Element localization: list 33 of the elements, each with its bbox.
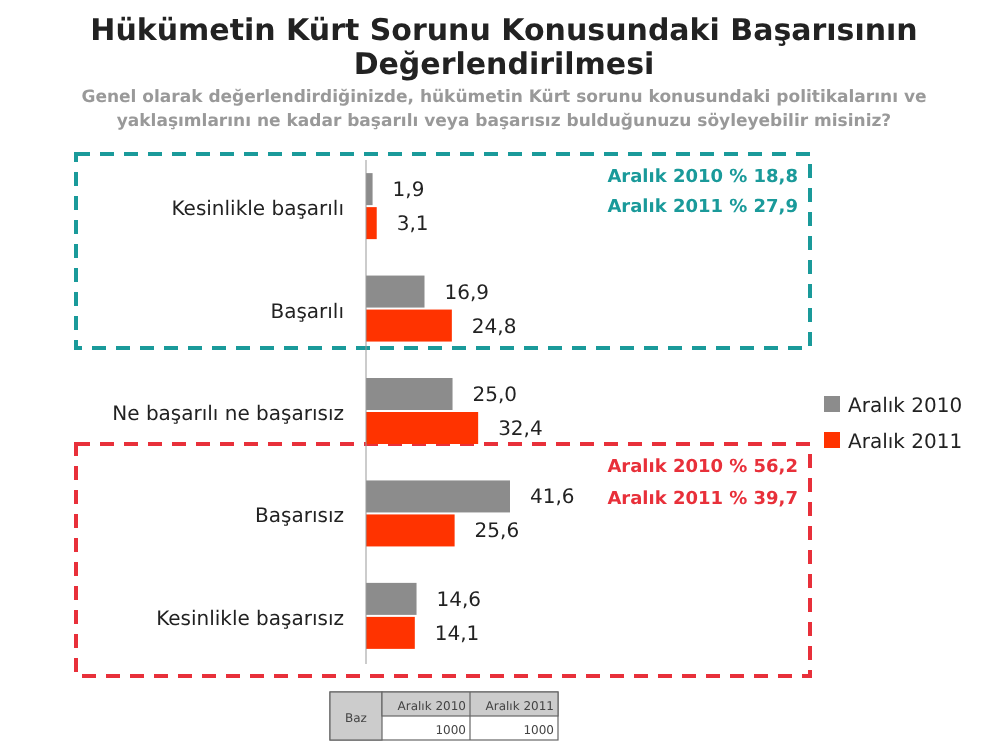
text: Aralık 2011 % 27,9 bbox=[607, 198, 798, 218]
y-tick-label: Başarısız bbox=[255, 506, 344, 529]
bar bbox=[366, 378, 453, 410]
legend-label: Aralık 2011 bbox=[848, 432, 963, 454]
data-label: 3,1 bbox=[396, 214, 429, 237]
bar bbox=[366, 275, 425, 308]
chart-title: Hükümetin Kürt Sorunu Konusundaki Başarısının Değerlendirilmesi bbox=[90, 12, 918, 82]
bar bbox=[366, 480, 510, 513]
data-label: 14,6 bbox=[436, 589, 482, 612]
bar bbox=[366, 207, 377, 240]
y-tick-label: Ne başarılı ne başarısız bbox=[112, 404, 344, 426]
data-label: 25,0 bbox=[472, 385, 518, 407]
data-label: 25,6 bbox=[474, 521, 520, 544]
y-tick-label: Kesinlikle başarılı bbox=[171, 199, 344, 222]
bar bbox=[366, 412, 479, 444]
text: Aralık 2010 % 56,2 bbox=[607, 458, 798, 478]
bar bbox=[366, 514, 455, 547]
data-label: 16,9 bbox=[444, 282, 490, 305]
data-label: 14,1 bbox=[434, 623, 480, 646]
text: Aralık 2011 % 39,7 bbox=[607, 490, 798, 510]
data-label: 24,8 bbox=[471, 316, 517, 339]
bar bbox=[366, 309, 452, 342]
bar bbox=[366, 173, 373, 206]
legend-label: Aralık 2010 bbox=[848, 396, 963, 418]
data-label: 32,4 bbox=[498, 419, 543, 441]
bar bbox=[366, 616, 415, 649]
bar bbox=[366, 582, 417, 615]
y-tick-label: Kesinlikle başarısız bbox=[156, 608, 344, 631]
data-label: 41,6 bbox=[530, 487, 575, 510]
y-tick-label: Başarılı bbox=[270, 301, 344, 324]
chart-subtitle: Genel olarak değerlendirdiğinizde, hükümetin Kürt sorunu konusundaki politikalarını ve yaklaşımlarını ne kadar başarılı veya başarısız bulduğunuzu söyleyebilir misiniz? bbox=[81, 88, 927, 132]
data-label: 1,9 bbox=[392, 180, 425, 203]
text: Aralık 2010 % 18,8 bbox=[607, 168, 798, 188]
